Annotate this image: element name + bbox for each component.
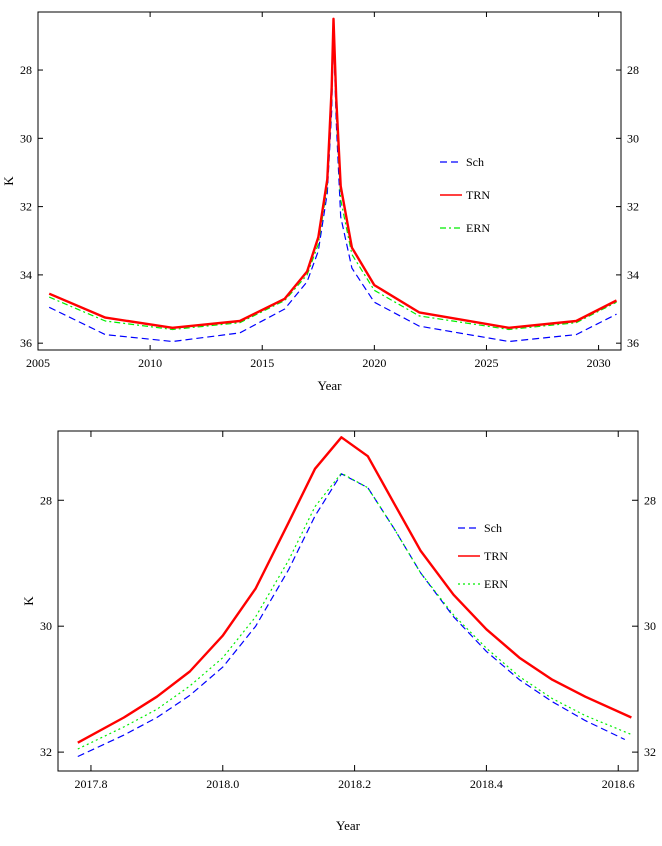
legend-label-ern: ERN bbox=[466, 221, 490, 235]
y-tick-label-right: 30 bbox=[644, 619, 656, 633]
series-line-ern bbox=[77, 472, 632, 750]
x-tick-label: 2030 bbox=[587, 356, 611, 370]
y-tick-label: 28 bbox=[20, 63, 32, 77]
y-tick-label-right: 28 bbox=[627, 63, 639, 77]
y-tick-label: 30 bbox=[20, 131, 32, 145]
y-tick-label: 36 bbox=[20, 336, 32, 350]
x-tick-label: 2017.8 bbox=[74, 777, 107, 791]
y-tick-label-right: 32 bbox=[644, 745, 656, 759]
y-tick-label-right: 32 bbox=[627, 200, 639, 214]
series-line-trn bbox=[48, 17, 618, 329]
legend-label-trn: TRN bbox=[466, 188, 490, 202]
x-tick-label: 2010 bbox=[138, 356, 162, 370]
y-tick-label: 28 bbox=[40, 493, 52, 507]
plot-frame bbox=[37, 11, 622, 351]
y-tick-label: 32 bbox=[20, 200, 32, 214]
y-tick-label: 34 bbox=[20, 268, 32, 282]
x-tick-label: 2025 bbox=[474, 356, 498, 370]
x-tick-label: 2015 bbox=[250, 356, 274, 370]
x-axis-title: Year bbox=[336, 818, 361, 833]
y-axis-title: K bbox=[1, 176, 16, 186]
y-tick-label-right: 34 bbox=[627, 268, 639, 282]
chart-top: 2005 2010 2015 2020 2025 2030 28 28 30 30 32 32 34 34… bbox=[1, 11, 639, 393]
x-tick-label: 2005 bbox=[26, 356, 50, 370]
plot-frame bbox=[57, 430, 639, 772]
legend-label-trn: TRN bbox=[484, 549, 508, 563]
x-axis-title: Year bbox=[318, 378, 343, 393]
x-tick-label: 2018.2 bbox=[338, 777, 371, 791]
series-line-trn bbox=[77, 436, 632, 744]
legend-label-ern: ERN bbox=[484, 577, 508, 591]
y-tick-label-right: 28 bbox=[644, 493, 656, 507]
x-tick-label: 2018.0 bbox=[206, 777, 239, 791]
x-tick-label: 2018.6 bbox=[602, 777, 635, 791]
series-line-sch bbox=[77, 473, 626, 758]
x-tick-label: 2020 bbox=[362, 356, 386, 370]
y-tick-label-right: 36 bbox=[627, 336, 639, 350]
x-tick-label: 2018.4 bbox=[470, 777, 503, 791]
y-tick-label: 32 bbox=[40, 745, 52, 759]
legend-label-sch: Sch bbox=[484, 521, 502, 535]
y-tick-label: 30 bbox=[40, 619, 52, 633]
y-axis-title: K bbox=[21, 596, 36, 606]
chart-bottom: 2017.8 2018.0 2018.2 2018.4 2018.6 28 28 30 30 32… bbox=[21, 430, 656, 833]
y-tick-label-right: 30 bbox=[627, 131, 639, 145]
legend-label-sch: Sch bbox=[466, 155, 484, 169]
